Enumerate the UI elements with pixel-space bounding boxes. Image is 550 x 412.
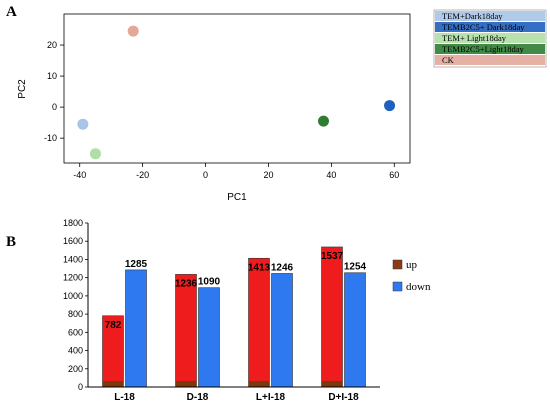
bar-down: [344, 272, 366, 388]
pca-point: [77, 118, 89, 130]
bar-value-label: 1285: [125, 259, 148, 270]
pca-x-tick-label: 0: [203, 170, 208, 180]
pca-x-tick-label: 40: [326, 170, 336, 180]
bar-category-label: L+I-18: [256, 392, 286, 403]
bar-category-label: D+I-18: [328, 392, 359, 403]
bar-down: [271, 273, 293, 388]
pca-x-tick-label: 60: [389, 170, 399, 180]
pca-scatter-chart: -40 -20 0 20 40 60 -10 0 10 20 PC1 PC2 TEM+Dark1…: [17, 9, 547, 203]
deg-bar-chart: 0 200 400 600 800 1000 1200 1400 1600 1800 782 128…: [63, 218, 431, 403]
pca-legend-label: TEM+ Light18day: [442, 33, 507, 43]
bar-y-tick-label: 600: [68, 327, 83, 337]
bar-up-base: [248, 381, 270, 387]
pca-legend-label: TEM+Dark18day: [442, 11, 503, 21]
pca-x-tick-label: 20: [263, 170, 273, 180]
bar-legend-label: down: [406, 281, 431, 293]
pca-y-tick-label: 10: [47, 71, 57, 81]
pca-point: [127, 25, 139, 37]
bar-y-tick-label: 1200: [63, 273, 83, 283]
bar-y-tick-label: 1800: [63, 218, 83, 228]
pca-legend-swatch: [435, 22, 545, 32]
bar-down: [125, 269, 147, 388]
bar-up-base: [102, 381, 124, 387]
bar-y-tick-label: 1600: [63, 236, 83, 246]
bar-up: [248, 257, 270, 388]
bar-y-tick-label: 1000: [63, 291, 83, 301]
pca-y-tick-label: 0: [52, 102, 57, 112]
pca-y-ticks: -10 0 10 20: [44, 40, 64, 143]
pca-points: [77, 25, 396, 160]
pca-plot-frame: [63, 13, 411, 164]
bar-value-label: 1254: [344, 262, 367, 273]
pca-legend-label: TEMB2C5+ Dark18day: [442, 22, 525, 32]
pca-legend-label: CK: [442, 55, 455, 65]
bar-y-tick-label: 400: [68, 346, 83, 356]
bar-up: [175, 274, 197, 388]
bar-legend-swatch: [392, 259, 403, 270]
bar-legend-label: up: [406, 259, 418, 271]
panel-label-a: A: [6, 4, 17, 20]
pca-legend-swatch: [435, 33, 545, 43]
bar-value-label: 1537: [321, 251, 344, 262]
pca-y-tick-label: -10: [44, 133, 57, 143]
pca-legend-label: TEMB2C5+Light18day: [442, 44, 525, 54]
pca-point: [89, 148, 101, 160]
bar-legend: up down: [392, 259, 431, 293]
pca-legend-swatch: [435, 55, 545, 65]
bar-value-label: 782: [105, 320, 122, 331]
bar-marks: [102, 246, 366, 388]
pca-legend-swatch: [435, 44, 545, 54]
panel-label-b: B: [6, 234, 16, 250]
bar-y-tick-label: 200: [68, 364, 83, 374]
bar-category-labels: L-18 D-18 L+I-18 D+I-18: [114, 392, 359, 403]
pca-x-tick-label: -20: [136, 170, 149, 180]
bar-y-tick-label: 1400: [63, 254, 83, 264]
bar-down: [198, 287, 220, 388]
bar-category-label: D-18: [187, 392, 209, 403]
pca-y-tick-label: 20: [47, 40, 57, 50]
bar-value-label: 1090: [198, 277, 221, 288]
bar-y-ticks: 0 200 400 600 800 1000 1200 1400 1600 1800: [63, 218, 88, 392]
pca-x-ticks: -40 -20 0 20 40 60: [73, 163, 399, 180]
bar-value-label: 1236: [175, 278, 198, 289]
bar-y-tick-label: 800: [68, 309, 83, 319]
bar-category-label: L-18: [114, 392, 135, 403]
bar-legend-swatch: [392, 281, 403, 292]
bar-up-base: [321, 381, 343, 387]
pca-point: [384, 100, 396, 112]
bar-up-base: [175, 381, 197, 387]
pca-x-axis-label: PC1: [227, 192, 247, 203]
pca-y-axis-label: PC2: [17, 79, 28, 99]
bar-value-label: 1413: [248, 262, 271, 273]
pca-x-tick-label: -40: [73, 170, 86, 180]
bar-up: [321, 246, 343, 388]
bar-y-tick-label: 0: [78, 382, 83, 392]
bar-value-label: 1246: [271, 262, 294, 273]
pca-legend-swatch: [435, 11, 545, 21]
pca-point: [318, 115, 329, 127]
